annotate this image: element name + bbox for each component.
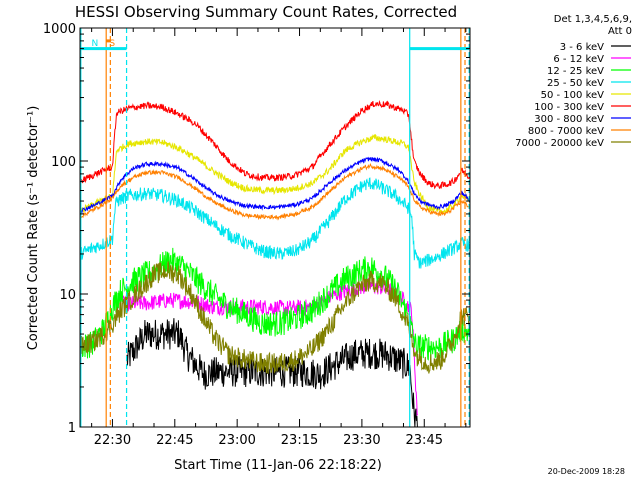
x-axis-label: Start Time (11-Jan-06 22:18:22) bbox=[174, 458, 382, 473]
axes-layer: 22:30 22:45 23:00 23:15 23:30 23:45 1 10 100 1000 bbox=[43, 22, 470, 448]
legend-header-1: Att 0 bbox=[608, 26, 632, 37]
legend-header-0: Det 1,3,4,5,6,9, bbox=[554, 14, 632, 25]
y-tick-label-3: 1000 bbox=[43, 22, 76, 37]
x-tick-label-4: 23:30 bbox=[343, 433, 380, 448]
marker-bar-2 bbox=[106, 39, 111, 43]
legend-label-2: 12 - 25 keV bbox=[547, 66, 604, 77]
marker-label-n: N bbox=[91, 39, 98, 49]
x-tick-label-2: 23:00 bbox=[218, 433, 255, 448]
series-line-7 bbox=[79, 162, 471, 221]
legend-label-3: 25 - 50 keV bbox=[547, 78, 604, 89]
legend-label-6: 300 - 800 keV bbox=[534, 114, 604, 125]
legend-label-8: 7000 - 20000 keV bbox=[515, 138, 604, 149]
marker-bar-0 bbox=[80, 47, 127, 51]
x-tick-label-5: 23:45 bbox=[406, 433, 443, 448]
marker-layer: SN bbox=[80, 28, 470, 427]
marker-bar-1 bbox=[409, 47, 470, 51]
plot-frame bbox=[79, 27, 471, 428]
legend-label-7: 800 - 7000 keV bbox=[528, 126, 604, 137]
legend-label-5: 100 - 300 keV bbox=[534, 102, 604, 113]
legend-label-1: 6 - 12 keV bbox=[553, 54, 604, 65]
x-tick-label-3: 23:15 bbox=[281, 433, 318, 448]
footer-timestamp: 20-Dec-2009 18:28 bbox=[548, 467, 625, 476]
series-line-5 bbox=[79, 100, 471, 190]
y-tick-label-2: 100 bbox=[51, 155, 76, 170]
series-layer bbox=[79, 100, 471, 428]
x-tick-label-1: 22:45 bbox=[156, 433, 193, 448]
series-line-6 bbox=[79, 156, 471, 214]
marker-label-s: S bbox=[109, 39, 115, 49]
legend-label-4: 50 - 100 keV bbox=[541, 90, 605, 101]
legend-label-0: 3 - 6 keV bbox=[560, 42, 604, 53]
series-line-8 bbox=[79, 261, 471, 374]
series-line-3 bbox=[79, 177, 471, 269]
y-tick-label-1: 10 bbox=[59, 288, 76, 303]
chart-title: HESSI Observing Summary Count Rates, Cor… bbox=[75, 3, 457, 21]
series-line-4 bbox=[79, 133, 471, 215]
x-tick-label-0: 22:30 bbox=[94, 433, 131, 448]
y-tick-label-0: 1 bbox=[68, 421, 76, 436]
series-line-0 bbox=[126, 318, 418, 428]
y-axis-label: Corrected Count Rate (s⁻¹ detector⁻¹) bbox=[26, 106, 41, 351]
